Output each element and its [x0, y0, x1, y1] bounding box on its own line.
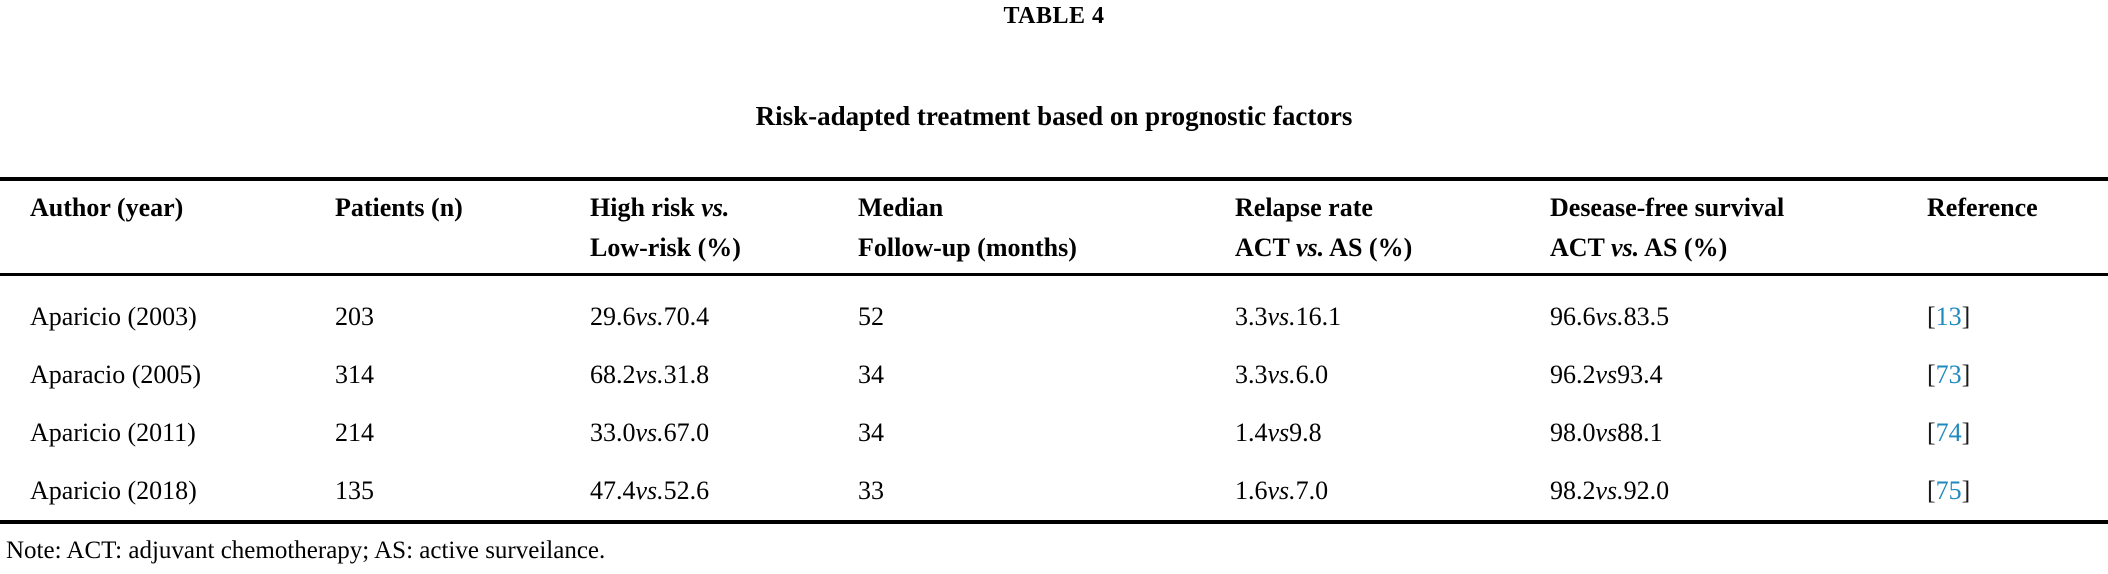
cell-followup: 34 [858, 418, 884, 447]
header-line2: Low-risk (%) [590, 233, 741, 262]
header-cell-risk: High risk vs. Low-risk (%) [590, 188, 858, 268]
data-table: Author (year) Patients (n) High risk vs. Lo… [0, 177, 2108, 524]
citation-bracket-close: ] [1961, 360, 1971, 389]
citation-bracket-close: ] [1961, 476, 1971, 505]
table-bottom-rule [0, 520, 2108, 524]
cell-patients: 135 [335, 476, 374, 505]
citation-link[interactable]: 13 [1935, 302, 1962, 331]
cell-patients: 203 [335, 302, 374, 331]
citation-bracket-open: [ [1927, 418, 1936, 447]
header-cell-reference: Reference [1927, 188, 2108, 268]
header-cell-followup: Median Follow-up (months) [858, 188, 1235, 268]
table-header-row: Author (year) Patients (n) High risk vs. Lo… [0, 181, 2108, 273]
header-line1: Reference [1927, 193, 2038, 222]
citation-bracket-close: ] [1961, 302, 1971, 331]
cell-risk: 68.2 vs. 31.8 [590, 360, 710, 389]
header-cell-patients: Patients (n) [335, 188, 590, 268]
cell-reference: [13] [1927, 288, 2108, 346]
cell-relapse: 1.4 vs 9.8 [1235, 418, 1322, 447]
cell-relapse: 1.6 vs. 7.0 [1235, 476, 1329, 505]
header-line1: High risk vs. [590, 193, 730, 222]
cell-followup: 33 [858, 476, 884, 505]
cell-dfs: 96.2 vs 93.4 [1550, 360, 1663, 389]
citation-link[interactable]: 75 [1935, 476, 1962, 505]
vs-abbreviation: vs [1595, 418, 1618, 447]
vs-abbreviation: vs. [635, 418, 664, 447]
cell-patients: 314 [335, 360, 374, 389]
vs-abbreviation: vs. [1595, 476, 1624, 505]
cell-patients: 214 [335, 418, 374, 447]
table-row: Aparicio (2018) 135 47.4 vs. 52.6 33 1.6 vs.… [0, 462, 2108, 520]
table-footnote: Note: ACT: adjuvant chemotherapy; AS: ac… [6, 537, 606, 564]
header-line2: Follow-up (months) [858, 233, 1077, 262]
citation-bracket-open: [ [1927, 360, 1936, 389]
header-cell-dfs: Desease-free survival ACT vs. AS (%) [1550, 188, 1927, 268]
vs-abbreviation: vs [1595, 360, 1618, 389]
table-top-rule [0, 177, 2108, 181]
cell-reference: [73] [1927, 346, 2108, 404]
cell-followup: 52 [858, 302, 884, 331]
vs-abbreviation: vs. [1595, 302, 1624, 331]
header-line1: Desease-free survival [1550, 193, 1785, 222]
cell-dfs: 96.6 vs. 83.5 [1550, 302, 1670, 331]
table-row: Aparacio (2005) 314 68.2 vs. 31.8 34 3.3 vs.… [0, 346, 2108, 404]
cell-risk: 33.0 vs. 67.0 [590, 418, 710, 447]
table-number-title: TABLE 4 [1003, 3, 1105, 29]
vs-abbreviation: vs. [1267, 360, 1296, 389]
table-header-rule [0, 273, 2108, 276]
vs-abbreviation: vs [1267, 418, 1290, 447]
header-line1: Relapse rate [1235, 193, 1373, 222]
vs-abbreviation: vs. [1267, 302, 1296, 331]
cell-reference: [75] [1927, 462, 2108, 520]
cell-risk: 47.4 vs. 52.6 [590, 476, 710, 505]
cell-author: Aparicio (2003) [30, 302, 197, 331]
cell-dfs: 98.2 vs. 92.0 [1550, 476, 1670, 505]
table-row: Aparicio (2011) 214 33.0 vs. 67.0 34 1.4 vs … [0, 404, 2108, 462]
header-line1: Author (year) [30, 193, 184, 222]
vs-abbreviation: vs. [1267, 476, 1296, 505]
header-line2: ACT vs. AS (%) [1550, 233, 1728, 262]
vs-abbreviation: vs. [635, 360, 664, 389]
vs-abbreviation: vs. [701, 193, 730, 222]
cell-author: Aparicio (2011) [30, 418, 196, 447]
cell-relapse: 3.3 vs. 6.0 [1235, 360, 1329, 389]
table-caption: Risk-adapted treatment based on prognost… [755, 101, 1353, 131]
table-body: Aparicio (2003) 203 29.6 vs. 70.4 52 3.3 vs.… [0, 276, 2108, 520]
cell-risk: 29.6 vs. 70.4 [590, 302, 710, 331]
citation-bracket-open: [ [1927, 476, 1936, 505]
vs-abbreviation: vs. [1295, 233, 1325, 262]
header-line2: ACT vs. AS (%) [1235, 233, 1413, 262]
cell-dfs: 98.0 vs 88.1 [1550, 418, 1663, 447]
table-row: Aparicio (2003) 203 29.6 vs. 70.4 52 3.3 vs.… [0, 288, 2108, 346]
cell-followup: 34 [858, 360, 884, 389]
citation-link[interactable]: 74 [1935, 418, 1962, 447]
cell-author: Aparacio (2005) [30, 360, 202, 389]
cell-reference: [74] [1927, 404, 2108, 462]
vs-abbreviation: vs. [635, 302, 664, 331]
header-line1: Patients (n) [335, 193, 463, 222]
header-cell-author: Author (year) [30, 188, 335, 268]
citation-bracket-close: ] [1961, 418, 1971, 447]
citation-bracket-open: [ [1927, 302, 1936, 331]
vs-abbreviation: vs. [635, 476, 664, 505]
header-line1: Median [858, 193, 944, 222]
vs-abbreviation: vs. [1610, 233, 1640, 262]
citation-link[interactable]: 73 [1935, 360, 1962, 389]
cell-relapse: 3.3 vs. 16.1 [1235, 302, 1342, 331]
cell-author: Aparicio (2018) [30, 476, 197, 505]
header-cell-relapse: Relapse rate ACT vs. AS (%) [1235, 188, 1550, 268]
